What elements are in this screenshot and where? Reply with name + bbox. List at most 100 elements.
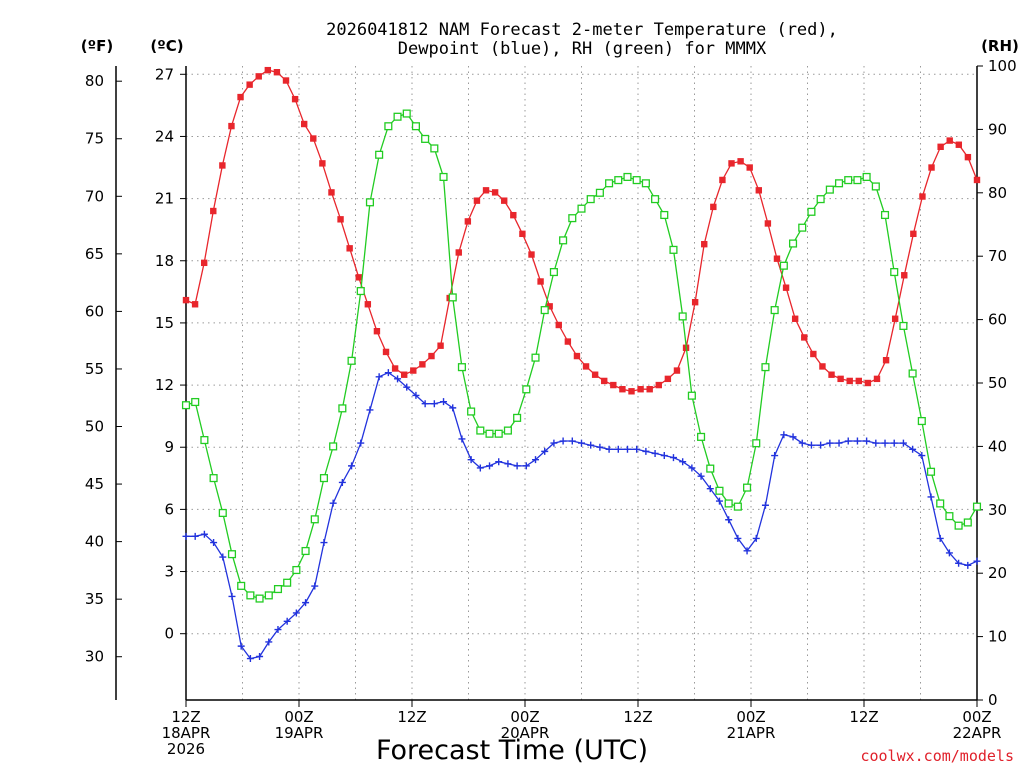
rh-point bbox=[807, 207, 816, 216]
dewpoint-point bbox=[927, 493, 935, 501]
rh-point bbox=[963, 518, 972, 527]
rh-point bbox=[457, 363, 466, 372]
rh-point bbox=[283, 578, 292, 587]
rh-point bbox=[862, 172, 871, 182]
dewpoint-point bbox=[412, 391, 420, 399]
temperature-point bbox=[891, 315, 899, 322]
dewpoint-point bbox=[394, 375, 402, 383]
temperature-point bbox=[782, 284, 790, 291]
fahrenheit-tick-label: 65 bbox=[85, 245, 104, 263]
dewpoint-point bbox=[458, 435, 466, 443]
rh-point bbox=[577, 204, 586, 213]
dewpoint-point bbox=[191, 532, 199, 540]
celsius-axis: 0 3 6 9 12 15 18 21 24 27 bbox=[155, 65, 186, 643]
temperature-point bbox=[437, 342, 444, 349]
temperature-line bbox=[185, 69, 978, 392]
dewpoint-point bbox=[706, 485, 714, 493]
dewpoint-point bbox=[246, 655, 254, 663]
dewpoint-point bbox=[348, 462, 356, 470]
temperature-point bbox=[419, 361, 426, 368]
rh-point bbox=[678, 312, 687, 321]
dewpoint-point bbox=[614, 445, 622, 453]
rh-point bbox=[595, 188, 604, 197]
temperature-point bbox=[555, 321, 562, 329]
celsius-tick-label: 0 bbox=[164, 625, 174, 643]
dewpoint-point bbox=[623, 445, 631, 453]
temperature-point bbox=[828, 371, 835, 378]
rh-point bbox=[586, 195, 595, 204]
rh-point bbox=[181, 401, 191, 410]
x-axis-label: Forecast Time (UTC) bbox=[376, 735, 648, 766]
temperature-point bbox=[919, 193, 926, 200]
rh-point bbox=[788, 239, 798, 248]
temperature-point bbox=[882, 357, 890, 364]
time-tick-label: 2026 bbox=[167, 740, 205, 758]
temperature-point bbox=[401, 371, 408, 378]
dewpoint-point bbox=[292, 609, 300, 617]
celsius-unit-label: (ºC) bbox=[150, 37, 183, 55]
rh-tick-label: 80 bbox=[988, 184, 1007, 202]
temperature-point bbox=[191, 301, 199, 308]
dewpoint-point bbox=[302, 599, 310, 607]
rh-point bbox=[393, 112, 402, 121]
rh-point bbox=[384, 122, 393, 131]
rh-point bbox=[605, 179, 614, 188]
rh-tick-label: 100 bbox=[988, 57, 1017, 75]
dewpoint-point bbox=[890, 439, 898, 447]
time-tick-label: 12Z bbox=[397, 708, 426, 726]
rh-point bbox=[936, 499, 945, 508]
temperature-point bbox=[673, 367, 681, 374]
rh-point bbox=[954, 521, 963, 530]
fahrenheit-tick-label: 35 bbox=[85, 590, 104, 608]
rh-point bbox=[899, 321, 908, 330]
dewpoint-point bbox=[486, 462, 494, 470]
rh-point bbox=[209, 474, 218, 483]
temperature-point bbox=[655, 381, 662, 389]
rh-point bbox=[301, 546, 310, 556]
temperature-point bbox=[973, 176, 981, 184]
fahrenheit-unit-label: (ºF) bbox=[81, 37, 113, 55]
rh-point bbox=[972, 502, 982, 511]
celsius-tick-label: 12 bbox=[155, 376, 174, 394]
dewpoint-point bbox=[964, 561, 972, 569]
dewpoint-point bbox=[853, 437, 861, 445]
rh-point bbox=[513, 413, 522, 422]
dewpoint-point bbox=[789, 433, 797, 441]
celsius-tick-label: 9 bbox=[164, 438, 174, 456]
temperature-point bbox=[910, 230, 917, 238]
rh-point bbox=[347, 356, 356, 365]
dewpoint-point bbox=[715, 497, 723, 505]
dewpoint-point bbox=[909, 445, 917, 453]
dewpoint-point bbox=[936, 534, 944, 542]
dewpoint-point bbox=[743, 547, 751, 555]
rh-point bbox=[945, 512, 954, 521]
rh-point bbox=[264, 591, 273, 600]
temperature-point bbox=[491, 189, 499, 196]
rh-point bbox=[651, 195, 660, 204]
dewpoint-point bbox=[210, 539, 218, 547]
temperature-point bbox=[610, 381, 617, 389]
temperature-point bbox=[364, 301, 372, 308]
temperature-point bbox=[955, 141, 963, 148]
rh-point bbox=[632, 176, 641, 185]
fahrenheit-tick-label: 40 bbox=[85, 533, 104, 551]
dewpoint-point bbox=[384, 369, 392, 377]
rh-point bbox=[733, 502, 742, 511]
rh-point bbox=[191, 397, 200, 407]
temperature-point bbox=[737, 158, 744, 165]
dewpoint-point bbox=[274, 626, 282, 634]
time-tick-label: 00Z bbox=[736, 708, 765, 726]
dewpoint-point bbox=[403, 383, 411, 391]
temperature-point bbox=[482, 187, 490, 194]
dewpoint-point bbox=[532, 456, 540, 464]
fahrenheit-tick-label: 75 bbox=[85, 130, 104, 148]
rh-point bbox=[926, 467, 936, 476]
series-group bbox=[181, 66, 982, 663]
time-tick-label: 00Z bbox=[510, 708, 539, 726]
time-tick-label: 22APR bbox=[953, 724, 1002, 742]
rh-point bbox=[356, 287, 365, 296]
temperature-point bbox=[346, 245, 353, 252]
temperature-point bbox=[901, 272, 908, 279]
dewpoint-point bbox=[311, 582, 319, 590]
rh-point bbox=[338, 404, 347, 413]
